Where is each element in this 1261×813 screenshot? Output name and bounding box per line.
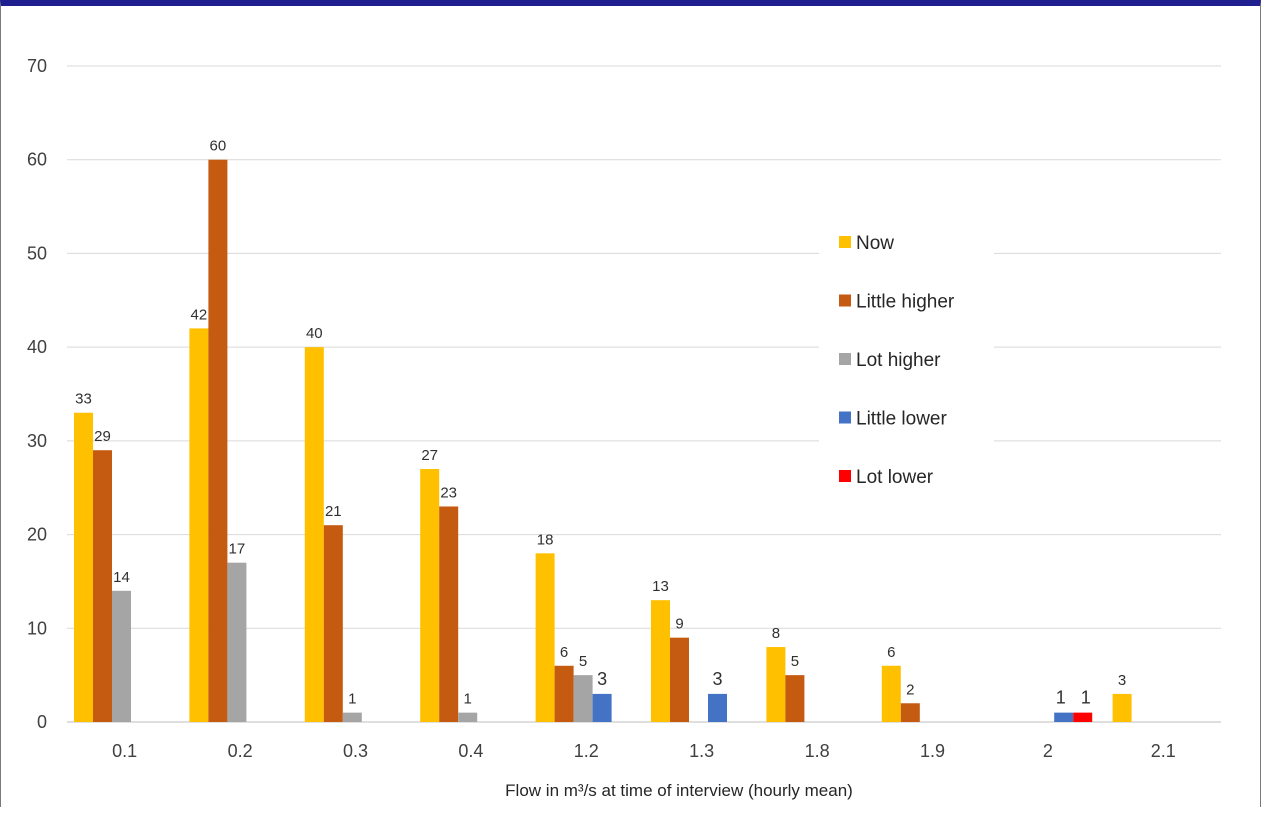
bar [670, 637, 689, 722]
bar [458, 712, 478, 722]
data-label: 14 [113, 569, 130, 586]
legend-swatch [839, 470, 851, 482]
data-label: 42 [191, 306, 208, 323]
x-tick-label: 0.4 [458, 741, 483, 761]
x-tick-label: 2 [1043, 741, 1053, 761]
bar [74, 412, 93, 722]
bar [112, 590, 131, 722]
data-label: 5 [579, 653, 587, 670]
legend-swatch [839, 411, 851, 424]
y-tick-label: 60 [27, 150, 47, 170]
legend-swatch [839, 236, 851, 248]
data-label: 3 [597, 669, 607, 689]
bar [227, 562, 247, 722]
gridlines [67, 65, 1221, 723]
bar [708, 693, 727, 722]
bar [1054, 712, 1074, 722]
data-label: 2 [906, 681, 914, 698]
data-label: 29 [94, 428, 111, 445]
data-label: 6 [560, 644, 568, 661]
x-tick-label: 2.1 [1151, 741, 1176, 761]
data-label: 18 [537, 531, 554, 548]
legend-swatch [839, 294, 851, 307]
y-tick-labels: 0 10 20 30 40 50 60 70 [27, 56, 47, 732]
bar [651, 600, 670, 722]
data-label: 40 [306, 325, 323, 342]
bar [554, 665, 574, 722]
x-tick-label: 1.8 [805, 741, 830, 761]
data-label: 13 [652, 578, 669, 595]
bar [342, 712, 362, 722]
data-label: 9 [675, 616, 683, 633]
bars [74, 159, 1132, 722]
bar [881, 665, 901, 722]
data-label: 33 [75, 391, 92, 408]
x-tick-label: 0.2 [228, 741, 253, 761]
data-label: 17 [229, 541, 246, 558]
bar [766, 647, 786, 722]
legend-label: Lot lower [856, 467, 934, 488]
legend-swatch [839, 353, 851, 365]
bar [592, 693, 612, 722]
y-tick-label: 0 [37, 712, 47, 732]
bar [1073, 712, 1093, 722]
y-tick-label: 50 [27, 243, 47, 263]
y-tick-label: 40 [27, 337, 47, 357]
y-tick-label: 10 [27, 618, 47, 638]
x-tick-label: 1.2 [574, 741, 599, 761]
y-tick-label: 70 [27, 56, 47, 76]
data-label: 1 [464, 691, 472, 708]
x-tick-label: 0.1 [112, 741, 137, 761]
data-label: 1 [1056, 688, 1066, 708]
bar [93, 450, 112, 722]
legend-label: Lot higher [856, 350, 941, 371]
bar [900, 703, 920, 722]
data-label: 3 [1118, 672, 1126, 689]
y-tick-label: 20 [27, 525, 47, 545]
bar [535, 553, 555, 722]
bar [189, 328, 209, 722]
data-label: 3 [712, 669, 722, 689]
bar [439, 506, 459, 722]
bar [208, 159, 228, 722]
bar [420, 468, 440, 722]
x-tick-label: 0.3 [343, 741, 368, 761]
x-tick-labels: 0.1 0.2 0.3 0.4 1.2 1.3 1.8 1.9 2 2.1 [112, 741, 1176, 761]
data-label: 21 [325, 503, 342, 520]
legend-label: Little lower [856, 409, 947, 430]
data-label: 60 [210, 138, 227, 155]
data-label: 23 [440, 484, 457, 501]
legend-label: Now [856, 233, 894, 254]
x-tick-label: 1.3 [689, 741, 714, 761]
data-label: 8 [772, 625, 780, 642]
x-tick-label: 1.9 [920, 741, 945, 761]
data-label: 5 [791, 653, 799, 670]
bar [323, 525, 343, 722]
bar [573, 675, 593, 722]
legend: Now Little higher Lot higher Little lower Lo… [819, 214, 994, 504]
bar [785, 675, 805, 722]
y-tick-label: 30 [27, 431, 47, 451]
data-label: 27 [421, 447, 438, 464]
data-label: 1 [1081, 688, 1091, 708]
bar [1112, 693, 1132, 722]
data-label: 1 [348, 691, 356, 708]
data-label: 6 [887, 644, 895, 661]
legend-label: Little higher [856, 292, 955, 313]
bar [304, 347, 324, 722]
x-axis-title: Flow in m³/s at time of interview (hourl… [505, 781, 853, 800]
